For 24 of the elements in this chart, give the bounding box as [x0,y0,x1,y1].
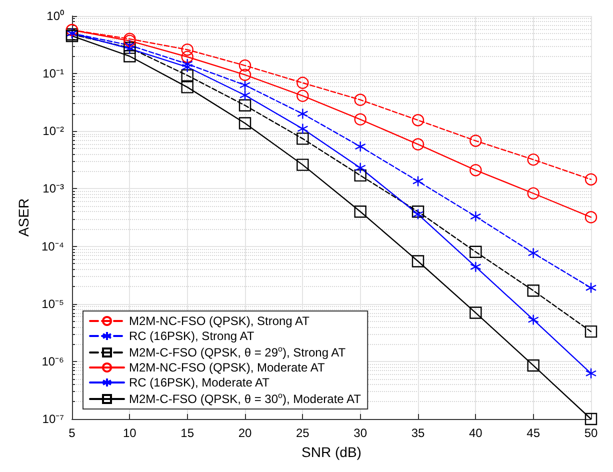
legend-label: M2M-NC-FSO (QPSK), Strong AT [129,314,310,328]
x-tick-label: 40 [468,426,483,440]
y-tick-label: 10⁻³ [42,182,64,196]
x-tick-label: 45 [526,426,540,440]
x-tick-label: 35 [411,426,425,440]
y-tick-label: 10⁻⁶ [42,354,64,368]
y-tick-label: 10⁻¹ [42,66,64,81]
legend-label: RC (16PSK), Moderate AT [129,376,270,390]
x-axis-title: SNR (dB) [302,444,362,460]
y-tick-label: 10⁻⁷ [42,412,64,426]
y-tick-label: 10⁰ [46,9,64,23]
x-tick-label: 25 [296,426,310,440]
x-tick-label: 30 [354,426,368,440]
legend-label: M2M-NC-FSO (QPSK), Moderate AT [129,360,326,374]
x-tick-label: 50 [584,426,598,440]
x-tick-label: 20 [238,426,252,440]
y-tick-label: 10⁻⁵ [42,296,64,311]
x-tick-label: 10 [122,426,137,440]
legend-label: RC (16PSK), Strong AT [129,329,255,343]
x-tick-label: 5 [68,426,76,440]
x-tick-label: 15 [180,426,194,440]
y-tick-label: 10⁻² [42,124,64,138]
y-tick-label: 10⁻⁴ [41,239,64,254]
y-axis-title: ASER [16,198,32,237]
